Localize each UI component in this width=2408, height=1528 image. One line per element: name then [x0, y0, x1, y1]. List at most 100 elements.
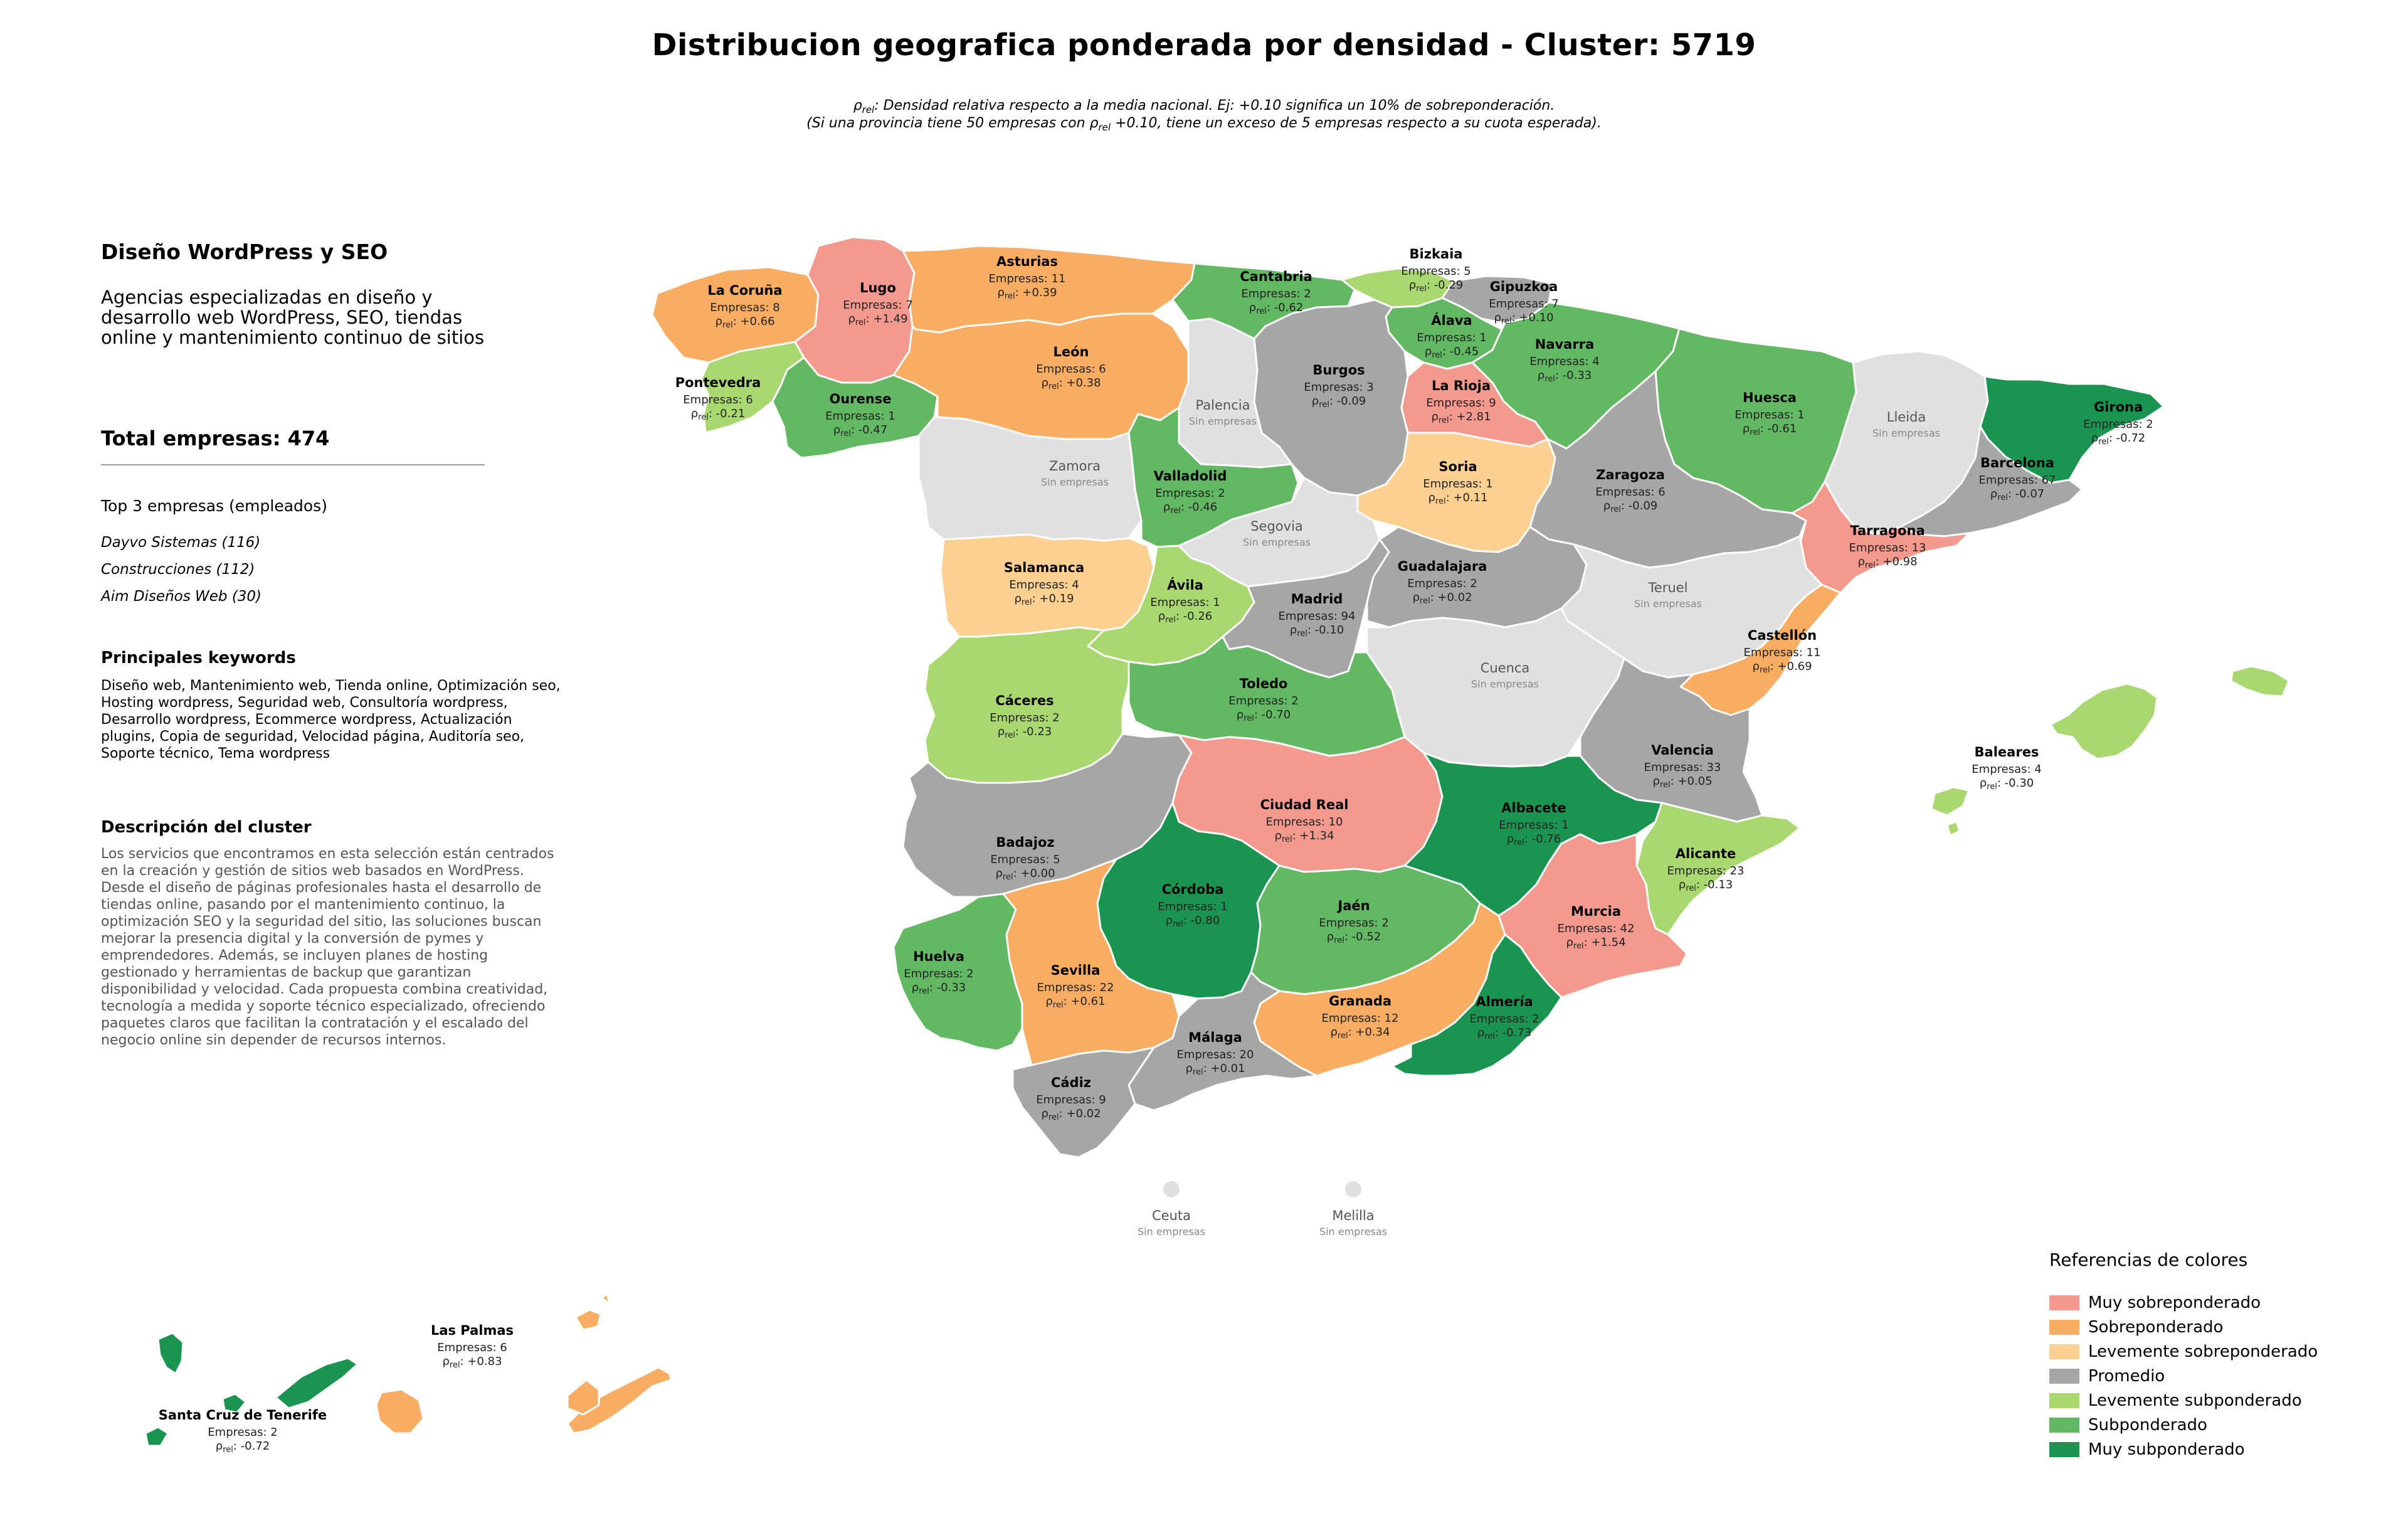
province-rho: ρrel: -0.70: [1237, 708, 1291, 723]
no-data-label: Sin empresas: [1041, 476, 1109, 488]
no-data-label: Sin empresas: [1872, 427, 1940, 439]
province-malaga: [1127, 971, 1318, 1112]
province-rho: ρrel: +1.34: [1274, 829, 1334, 844]
no-data-label: Sin empresas: [1138, 1226, 1205, 1238]
province-name: La Coruña: [707, 283, 782, 298]
province-label-segovia: Segovia Sin empresas: [1243, 519, 1311, 548]
province-name: Navarra: [1535, 337, 1595, 352]
province-label-melilla: Melilla Sin empresas: [1319, 1208, 1387, 1238]
keywords-text: Diseño web, Mantenimiento web, Tienda on…: [101, 678, 561, 761]
cluster-name: Diseño WordPress y SEO: [101, 240, 388, 264]
top-company-item: Construcciones (112): [101, 561, 255, 578]
province-rho: ρrel: -0.10: [1290, 623, 1344, 639]
province-rho: ρrel: +0.02: [1041, 1107, 1101, 1122]
legend-swatch: [2049, 1393, 2079, 1408]
province-rho: ρrel: -0.73: [1477, 1026, 1531, 1041]
province-count: Empresas: 13: [1849, 541, 1926, 554]
province-name: Castellón: [1748, 628, 1817, 643]
province-count: Empresas: 1: [1735, 408, 1804, 422]
province-rho: ρrel: +0.34: [1330, 1026, 1390, 1041]
total-companies: Total empresas: 474: [101, 427, 330, 450]
province-name: Burgos: [1312, 363, 1365, 378]
province-count: Empresas: 10: [1266, 815, 1343, 829]
province-rho: ρrel: -0.23: [998, 725, 1052, 740]
province-rho: ρrel: -0.72: [216, 1440, 270, 1455]
province-name: Ourense: [829, 391, 891, 406]
legend-swatch: [2049, 1442, 2079, 1457]
province-count: Empresas: 9: [1036, 1093, 1106, 1106]
province-count: Empresas: 94: [1279, 610, 1356, 623]
cluster-summary: Agencias especializadas en diseño y desa…: [101, 287, 485, 348]
province-name: Jaén: [1336, 898, 1370, 913]
province-count: Empresas: 4: [1972, 763, 2041, 776]
province-name: Badajoz: [996, 835, 1054, 850]
legend-label: Subponderado: [2088, 1416, 2207, 1435]
province-count: Empresas: 1: [825, 410, 895, 423]
province-label-palencia: Palencia Sin empresas: [1189, 398, 1257, 427]
province-name: Sevilla: [1051, 963, 1101, 978]
province-count: Empresas: 7: [1489, 297, 1558, 310]
province-count: Empresas: 2: [904, 967, 973, 980]
province-count: Empresas: 5: [1401, 265, 1471, 278]
province-count: Empresas: 2: [2083, 418, 2153, 431]
province-name: Valladolid: [1154, 469, 1227, 484]
province-count: Empresas: 1: [1150, 596, 1220, 609]
legend-item: Levemente sobreponderado: [2049, 1342, 2318, 1361]
legend-item: Sobreponderado: [2049, 1318, 2223, 1337]
province-count: Empresas: 6: [1036, 363, 1106, 376]
province-rho: ρrel: +1.54: [1566, 936, 1625, 951]
province-name: Segovia: [1250, 519, 1303, 534]
province-rho: ρrel: -0.33: [1538, 369, 1592, 384]
province-name: Pontevedra: [675, 375, 761, 390]
province-count: Empresas: 6: [437, 1341, 507, 1354]
province-santa-cruz-de-tenerife-part-2: [221, 1393, 247, 1414]
province-count: Empresas: 3: [1304, 381, 1373, 394]
province-name: Palencia: [1196, 398, 1250, 413]
legend-label: Sobreponderado: [2088, 1318, 2224, 1337]
province-name: Guadalajara: [1398, 559, 1487, 574]
province-count: Empresas: 1: [1423, 477, 1492, 491]
province-rho: ρrel: +0.39: [997, 286, 1057, 301]
province-rho: ρrel: +0.05: [1652, 775, 1712, 790]
province-count: Empresas: 2: [1228, 694, 1298, 708]
province-name: Toledo: [1240, 676, 1288, 691]
province-name: Asturias: [996, 254, 1058, 269]
province-count: Empresas: 2: [1469, 1012, 1539, 1026]
province-rho: ρrel: +0.01: [1185, 1062, 1245, 1077]
province-count: Empresas: 7: [843, 299, 912, 312]
legend-item: Subponderado: [2049, 1416, 2207, 1435]
province-name: Murcia: [1571, 904, 1621, 919]
province-count: Empresas: 23: [1667, 864, 1745, 878]
province-count: Empresas: 1: [1499, 819, 1568, 832]
province-name: Las Palmas: [431, 1323, 514, 1338]
province-name: Madrid: [1291, 592, 1343, 607]
province-name: Teruel: [1648, 580, 1688, 595]
province-name: Cuenca: [1481, 661, 1530, 676]
province-label-lleida: Lleida Sin empresas: [1872, 410, 1940, 439]
province-name: Álava: [1431, 312, 1472, 328]
